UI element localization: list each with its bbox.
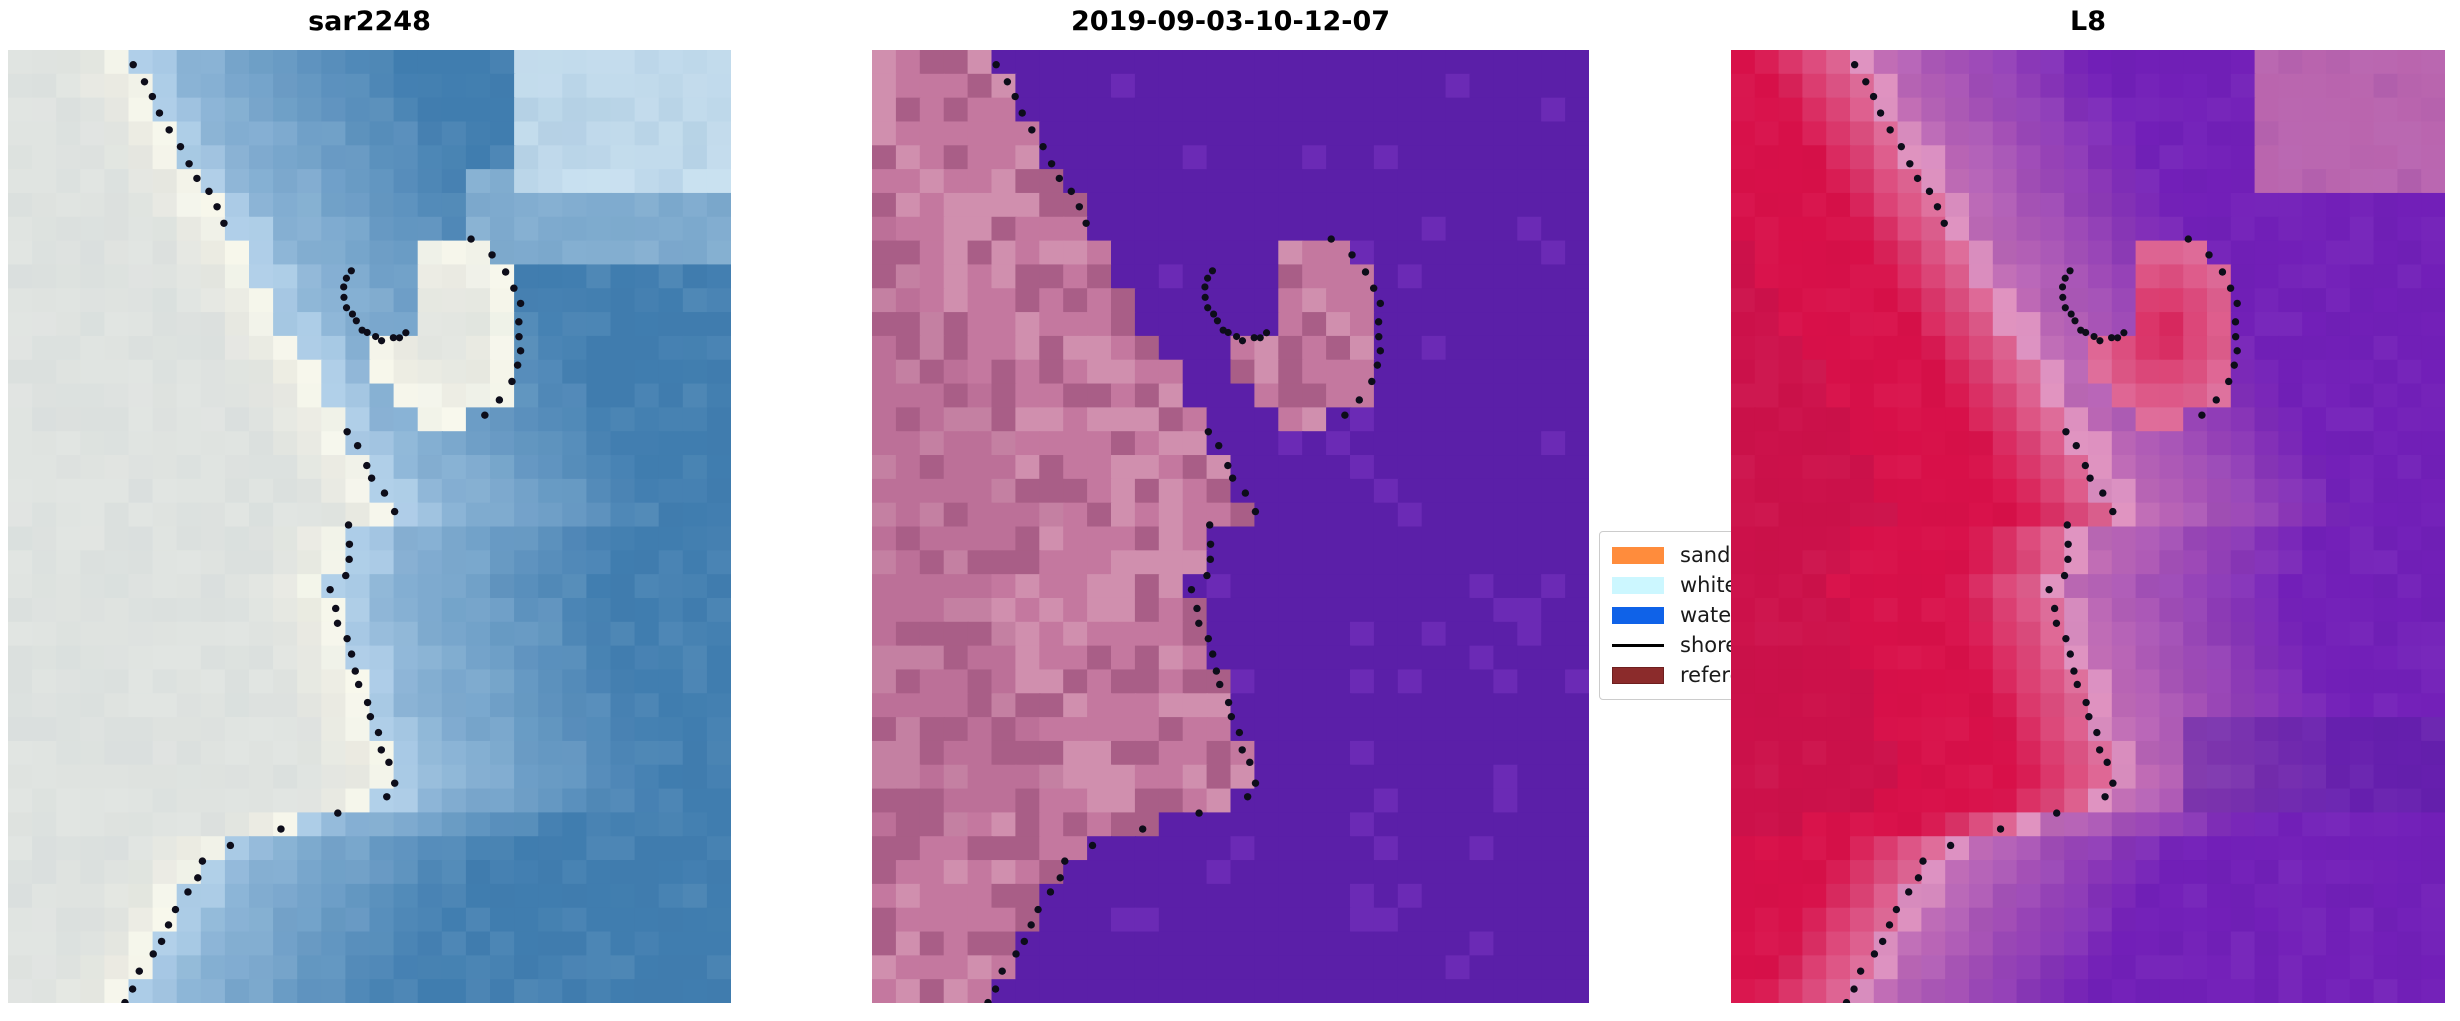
classification-raster [872, 50, 1589, 1003]
legend-swatch-reference [1612, 666, 1664, 684]
panel-title-l8: L8 [2070, 6, 2106, 37]
panel-title-wrap-sar: sar2248 [8, 0, 731, 44]
panel-title-sar: sar2248 [308, 6, 431, 37]
panel-classification[interactable] [872, 50, 1589, 1003]
legend-label-water: water [1680, 602, 1740, 627]
sar-raster [8, 50, 731, 1003]
legend-swatch-sand [1612, 546, 1664, 564]
legend-item-sand[interactable]: sand [1612, 540, 1818, 570]
panel-title-wrap-classification: 2019-09-03-10-12-07 [872, 0, 1589, 44]
panel-l8[interactable] [1731, 50, 2445, 1003]
panel-title-wrap-l8: L8 [1731, 0, 2445, 44]
l8-raster [1731, 50, 2445, 1003]
legend-swatch-shoreline [1612, 637, 1664, 654]
legend-label-sand: sand [1680, 542, 1731, 567]
legend-item-water[interactable]: water [1612, 600, 1818, 630]
panel-sar2248[interactable] [8, 50, 731, 1003]
legend-swatch-whitewater [1612, 576, 1664, 594]
panel-title-classification: 2019-09-03-10-12-07 [1070, 6, 1391, 37]
legend-swatch-water [1612, 606, 1664, 624]
